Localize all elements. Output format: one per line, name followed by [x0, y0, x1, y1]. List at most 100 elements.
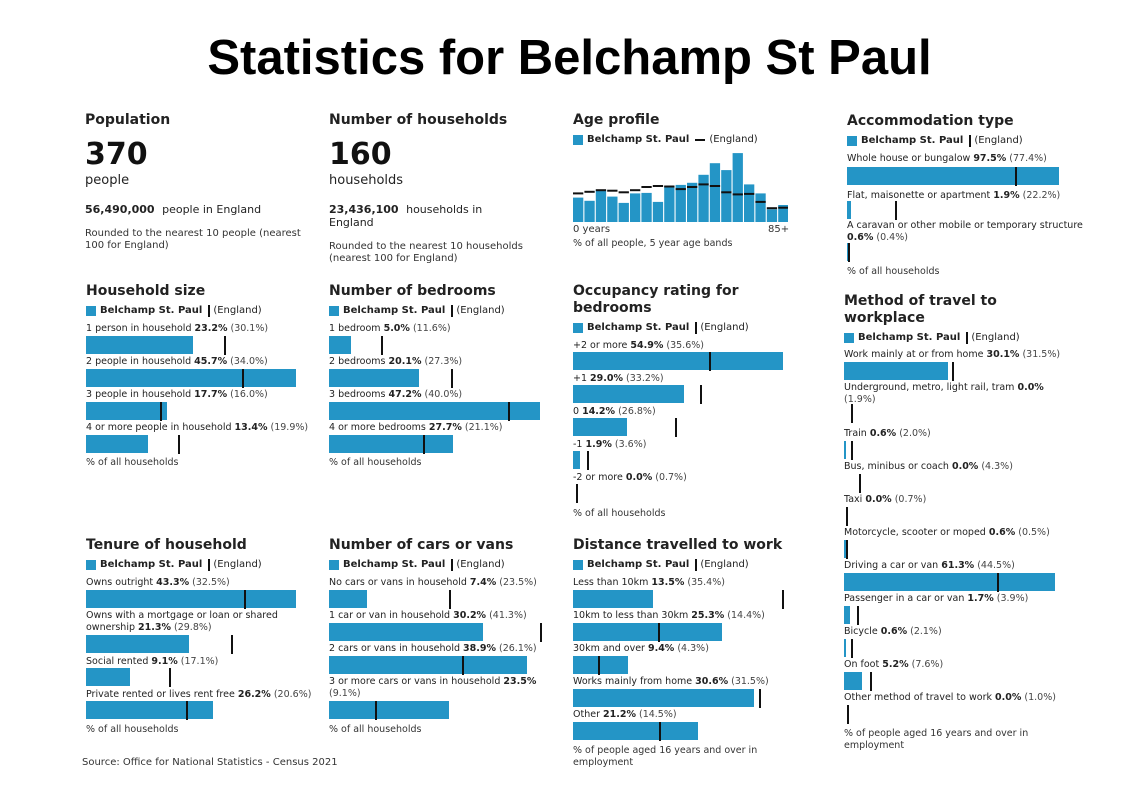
chart-footnote: % of all households — [847, 266, 940, 277]
chart-footnote: % of people aged 16 years and over in em… — [573, 745, 758, 768]
household-size-panel: Household size Belchamp St. Paul (England)… — [86, 283, 326, 468]
row-value: 7.4% — [469, 577, 497, 588]
bar-local — [573, 656, 629, 674]
england-marker — [851, 639, 854, 658]
bar-local — [844, 540, 847, 558]
age-bar — [732, 153, 743, 222]
row-value: 25.3% — [691, 610, 725, 621]
distance-panel: Distance travelled to work Belchamp St. P… — [573, 537, 813, 768]
row-category: Flat, maisonette or apartment — [847, 190, 994, 201]
row-category: Driving a car or van — [844, 560, 942, 571]
row-category: Works mainly from home — [573, 676, 696, 687]
row-category: Other — [573, 709, 603, 720]
age-bar — [744, 184, 755, 222]
chart-footnote: % of all households — [329, 457, 422, 468]
bar-local — [573, 623, 723, 641]
row-label: Passenger in a car or van 1.7% (3.9%) — [844, 593, 1104, 605]
row-value: 13.4% — [234, 422, 268, 433]
row-label: Bicycle 0.6% (2.1%) — [844, 626, 1104, 638]
legend-local: Belchamp St. Paul — [343, 559, 446, 570]
row-category: A caravan or other mobile or temporary s… — [847, 220, 1083, 231]
england-marker — [870, 672, 873, 691]
row-england-value: (31.5%) — [728, 676, 769, 687]
row-category: 4 or more people in household — [86, 422, 235, 433]
row-category: 10km to less than 30km — [573, 610, 692, 621]
england-marker — [675, 418, 678, 437]
row-label: -2 or more 0.0% (0.7%) — [573, 472, 833, 484]
england-marker — [230, 635, 233, 654]
row-label: 0 14.2% (26.8%) — [573, 406, 833, 418]
row-value: 17.7% — [194, 389, 228, 400]
england-line-key — [695, 139, 706, 141]
legend-england: (England) — [700, 559, 749, 570]
bar-local — [86, 590, 296, 608]
row-england-value: (1.9%) — [844, 394, 876, 405]
bar-local — [844, 441, 847, 459]
row-category: 1 person in household — [86, 323, 195, 334]
chart-legend: Belchamp St. Paul (England) — [329, 304, 569, 318]
row-label: 1 person in household 23.2% (30.1%) — [86, 323, 346, 335]
age-legend: Belchamp St. Paul (England) — [573, 133, 793, 147]
bar-local — [86, 369, 297, 387]
england-marker — [224, 336, 227, 355]
england-tick-key — [451, 305, 454, 317]
bar-local — [329, 656, 528, 674]
row-label: 3 people in household 17.7% (16.0%) — [86, 389, 346, 401]
row-value: 0.6% — [880, 626, 908, 637]
legend-local: Belchamp St. Paul — [343, 305, 446, 316]
row-england-value: (17.1%) — [177, 656, 219, 667]
bar-local — [329, 701, 449, 719]
age-bar — [618, 202, 629, 222]
row-england-value: (26.8%) — [615, 406, 656, 417]
row-england-value: (16.0%) — [227, 389, 268, 400]
row-label: On foot 5.2% (7.6%) — [844, 659, 1104, 671]
age-bar — [766, 209, 778, 222]
local-swatch — [573, 560, 583, 570]
row-value: 9.1% — [151, 656, 178, 667]
row-label: Train 0.6% (2.0%) — [844, 428, 1104, 440]
row-england-value: (31.5%) — [1019, 349, 1061, 360]
age-bar — [584, 200, 595, 222]
bar-local — [844, 573, 1055, 591]
age-bar — [595, 189, 607, 222]
row-value: 0.0% — [1017, 382, 1044, 393]
row-value: 21.2% — [603, 709, 636, 720]
england-marker — [845, 540, 848, 559]
england-marker — [708, 352, 711, 371]
age-bar — [664, 186, 675, 222]
source-note: Source: Office for National Statistics -… — [82, 757, 338, 768]
row-value: 23.5% — [503, 676, 537, 687]
england-marker — [507, 402, 510, 421]
england-marker — [658, 722, 661, 741]
row-england-value: (34.0%) — [227, 356, 268, 367]
row-label: 1 bedroom 5.0% (11.6%) — [329, 323, 589, 335]
row-label: Bus, minibus or coach 0.0% (4.3%) — [844, 461, 1104, 473]
accommodation-panel: Accommodation type Belchamp St. Paul (Engl… — [847, 113, 1087, 277]
row-label: Works mainly from home 30.6% (31.5%) — [573, 676, 833, 688]
row-label: -1 1.9% (3.6%) — [573, 439, 833, 451]
row-category: 30km and over — [573, 643, 648, 654]
england-tick-key — [969, 135, 972, 147]
chart-footnote: % of people aged 16 years and over in em… — [844, 728, 1029, 751]
age-bar — [721, 170, 732, 222]
row-label: Work mainly at or from home 30.1% (31.5%… — [844, 349, 1104, 361]
row-england-value: (22.2%) — [1019, 190, 1061, 201]
row-value: 0.0% — [865, 494, 892, 505]
row-label: Less than 10km 13.5% (35.4%) — [573, 577, 833, 589]
row-england-value: (20.6%) — [270, 689, 312, 700]
bar-local — [573, 451, 581, 469]
travel-method-title: Method of travel to workplace — [844, 293, 997, 326]
bar-local — [329, 336, 352, 354]
age-bar — [652, 201, 664, 222]
england-marker — [451, 369, 454, 388]
row-england-value: (2.0%) — [896, 428, 931, 439]
chart-legend: Belchamp St. Paul (England) — [844, 331, 1084, 345]
age-bar — [755, 193, 766, 222]
row-value: 0.6% — [988, 527, 1016, 538]
row-category: Passenger in a car or van — [844, 593, 968, 604]
england-marker — [243, 590, 246, 609]
england-marker — [448, 590, 451, 609]
row-england-value: (7.6%) — [908, 659, 944, 670]
row-value: 5.0% — [383, 323, 410, 334]
local-swatch — [573, 135, 583, 145]
